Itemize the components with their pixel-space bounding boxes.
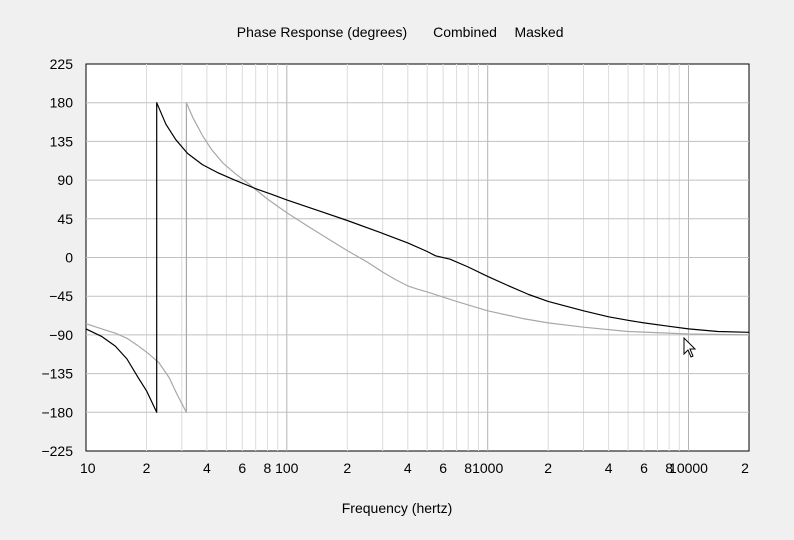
y-tick-labels: 225 180 135 90 45 0 −45 −90 −135 −180 −225 [41, 56, 73, 459]
chart-title-phase-response: Phase Response (degrees) [237, 24, 407, 40]
x-tick-label: 6 [238, 460, 246, 476]
x-tick-label: 4 [605, 460, 613, 476]
phase-series-line [85, 102, 750, 413]
y-tick-label: 135 [50, 133, 74, 149]
x-tick-label: 4 [203, 460, 211, 476]
y-tick-label: 45 [57, 211, 73, 227]
x-tick-label: 2 [544, 460, 552, 476]
chart-title-masked: Masked [514, 24, 563, 40]
x-tick-label: 4 [404, 460, 412, 476]
x-tick-label: 1000 [472, 460, 503, 476]
y-tick-label: −90 [49, 327, 73, 343]
chart-title-combined: Combined [433, 24, 497, 40]
y-tick-label: −225 [41, 443, 73, 459]
mouse-pointer-icon [683, 337, 697, 358]
grid [86, 64, 749, 451]
x-tick-label: 2 [741, 460, 749, 476]
y-tick-label: 180 [50, 95, 74, 111]
x-tick-label: 100 [275, 460, 299, 476]
x-tick-label: 10000 [669, 460, 708, 476]
y-tick-label: 225 [50, 56, 74, 72]
y-tick-label: −45 [49, 288, 73, 304]
y-tick-label: −180 [41, 404, 73, 420]
x-tick-label: 6 [640, 460, 648, 476]
y-tick-label: 90 [57, 172, 73, 188]
x-tick-label: 2 [143, 460, 151, 476]
y-tick-label: −135 [41, 366, 73, 382]
x-axis-label: Frequency (hertz) [342, 500, 452, 516]
x-tick-label: 8 [464, 460, 472, 476]
x-tick-label: 10 [80, 460, 96, 476]
x-tick-label: 8 [264, 460, 272, 476]
x-tick-label: 8 [665, 460, 673, 476]
x-tick-label: 6 [439, 460, 447, 476]
x-tick-label: 2 [343, 460, 351, 476]
y-tick-label: 0 [65, 250, 73, 266]
series-group [85, 102, 750, 413]
